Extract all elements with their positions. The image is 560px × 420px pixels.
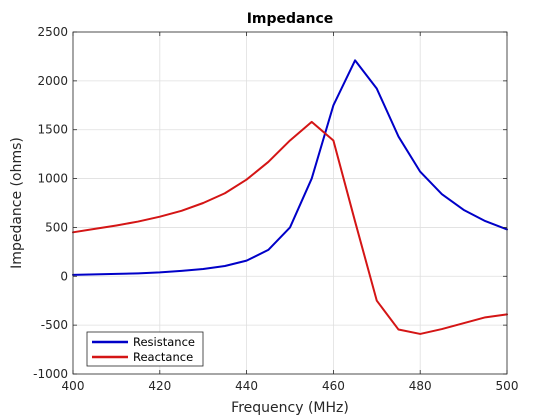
axis-ticks: 400 420 440 460 480 500 -1000 -500 0 500 1000 1500 2… — [33, 25, 518, 393]
y-tick-label: 2000 — [37, 74, 68, 88]
x-tick-label: 480 — [409, 379, 432, 393]
legend-box — [86, 331, 204, 367]
y-tick-label: -1000 — [33, 367, 68, 381]
series-line-resistance — [72, 59, 508, 276]
x-axis-label: Frequency (MHz) — [231, 400, 349, 416]
y-tick-label: 500 — [45, 220, 68, 234]
x-tick-label: 500 — [496, 379, 519, 393]
y-tick-label: -500 — [41, 318, 68, 332]
x-tick-label: 460 — [322, 379, 345, 393]
y-tick-label: 1000 — [37, 172, 68, 186]
plot-area — [73, 32, 507, 374]
x-tick-label: 420 — [148, 379, 171, 393]
plot-frame — [72, 31, 508, 375]
chart-title: Impedance — [247, 11, 334, 27]
x-tick-label: 400 — [62, 379, 85, 393]
x-tick-label: 440 — [235, 379, 258, 393]
series-line-reactance — [72, 120, 508, 335]
legend-label-reactance: Reactance — [133, 350, 193, 364]
y-tick-label: 2500 — [37, 25, 68, 39]
series-layer — [72, 59, 508, 335]
y-tick-label: 1500 — [37, 123, 68, 137]
legend-label-resistance: Resistance — [133, 335, 195, 349]
y-tick-label: 0 — [60, 269, 68, 283]
y-axis-label: Impedance (ohms) — [9, 137, 25, 269]
